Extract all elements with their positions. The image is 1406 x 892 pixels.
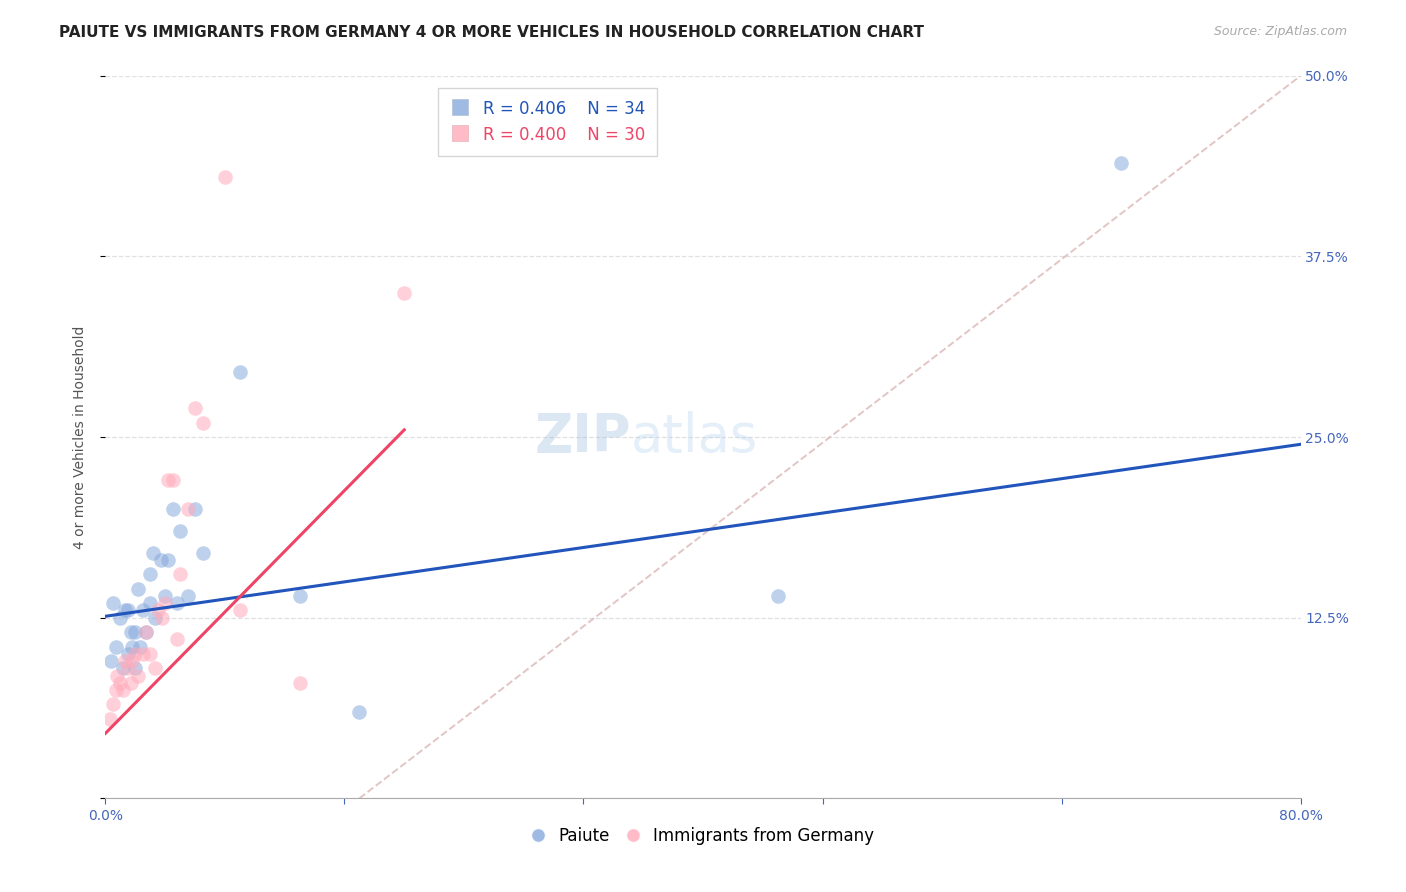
Point (139, 567, 162, 582)
Point (766, 589, 789, 603)
Point (114, 654, 136, 668)
Point (229, 365, 252, 379)
Text: atlas: atlas (631, 411, 759, 463)
Point (117, 661, 139, 675)
Point (127, 582, 149, 596)
Point (394, 285, 416, 300)
Point (349, 705, 371, 719)
Point (1111, 155, 1133, 169)
Point (191, 416, 214, 430)
Point (191, 546, 214, 560)
Point (104, 683, 127, 698)
Point (114, 603, 136, 617)
Point (120, 625, 142, 640)
Point (124, 661, 146, 675)
Point (101, 698, 124, 712)
Point (155, 589, 177, 603)
Text: PAIUTE VS IMMIGRANTS FROM GERMANY 4 OR MORE VEHICLES IN HOUSEHOLD CORRELATION CH: PAIUTE VS IMMIGRANTS FROM GERMANY 4 OR M… (59, 25, 924, 40)
Point (112, 661, 135, 675)
Point (117, 647, 139, 661)
Point (184, 401, 207, 416)
Point (121, 640, 143, 654)
Point (288, 589, 311, 603)
Point (98, 712, 121, 726)
Point (110, 675, 132, 690)
Point (150, 610, 173, 624)
Point (169, 524, 191, 538)
Point (101, 596, 124, 610)
Point (155, 596, 177, 610)
Point (166, 596, 188, 610)
Point (157, 474, 180, 488)
Point (157, 553, 180, 567)
Point (117, 603, 139, 617)
Point (112, 683, 135, 698)
Point (132, 647, 155, 661)
Point (135, 625, 157, 640)
Point (120, 675, 142, 690)
Point (124, 625, 146, 640)
Point (128, 640, 150, 654)
Point (127, 668, 149, 682)
Text: ZIP: ZIP (534, 411, 631, 463)
Point (135, 625, 157, 640)
Point (162, 474, 184, 488)
Point (143, 661, 166, 675)
Point (149, 553, 172, 567)
Point (124, 647, 146, 661)
Point (104, 640, 127, 654)
Point (229, 603, 252, 617)
Point (143, 610, 166, 624)
Point (121, 654, 143, 668)
Point (162, 502, 184, 516)
Point (146, 603, 169, 617)
Point (166, 632, 188, 647)
Point (139, 647, 162, 661)
Point (139, 596, 162, 610)
Point (176, 589, 198, 603)
Y-axis label: 4 or more Vehicles in Household: 4 or more Vehicles in Household (73, 326, 87, 549)
Text: Source: ZipAtlas.com: Source: ZipAtlas.com (1213, 25, 1347, 38)
Point (142, 546, 165, 560)
Point (176, 502, 198, 516)
Point (184, 502, 207, 516)
Point (288, 675, 311, 690)
Point (132, 603, 155, 617)
Point (100, 654, 122, 668)
Point (169, 567, 191, 582)
Legend: Paiute, Immigrants from Germany: Paiute, Immigrants from Germany (526, 820, 880, 852)
Point (107, 668, 129, 682)
Point (214, 169, 236, 184)
Point (110, 610, 132, 624)
